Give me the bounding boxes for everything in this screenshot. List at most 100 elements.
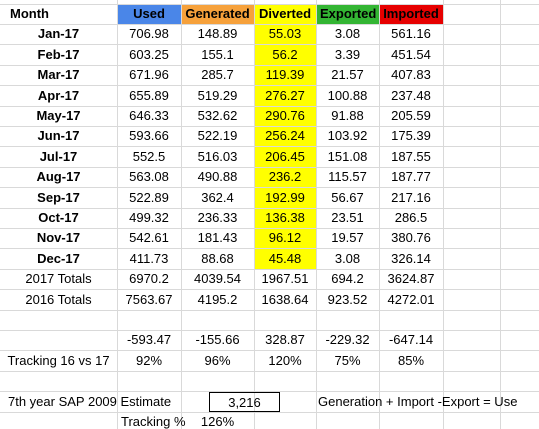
value-cell: 23.51 bbox=[331, 210, 364, 225]
totals-cell: 4195.2 bbox=[197, 291, 238, 307]
month-label: Sep-17 bbox=[37, 189, 80, 205]
tracking-cell: 120% bbox=[268, 352, 302, 368]
month-label: Dec-17 bbox=[37, 250, 80, 266]
grid-line bbox=[181, 0, 182, 429]
value-cell: 192.99 bbox=[265, 189, 305, 205]
month-label: Apr-17 bbox=[37, 87, 80, 103]
value-cell: 175.39 bbox=[391, 128, 431, 144]
grid-line bbox=[316, 0, 317, 429]
value-cell: 19.57 bbox=[331, 230, 364, 246]
grid-line bbox=[0, 309, 539, 311]
totals-label: 2017 Totals bbox=[25, 271, 92, 287]
month-label: Feb-17 bbox=[37, 46, 80, 62]
difference-cell: -155.66 bbox=[195, 332, 240, 348]
value-cell: 276.27 bbox=[265, 87, 305, 103]
difference-cell: -647.14 bbox=[388, 332, 434, 348]
value-cell: 362.4 bbox=[201, 189, 234, 205]
value-cell: 706.98 bbox=[129, 26, 169, 42]
value-cell: 181.43 bbox=[197, 230, 238, 246]
value-cell: 532.62 bbox=[197, 108, 238, 123]
grid-line bbox=[443, 0, 444, 429]
grid-line bbox=[0, 146, 539, 148]
difference-cell: -229.32 bbox=[325, 332, 370, 348]
grid-line bbox=[0, 44, 539, 46]
grid-line bbox=[0, 329, 539, 331]
header-fill bbox=[117, 4, 181, 25]
value-cell: 3.08 bbox=[334, 250, 361, 266]
value-cell: 56.2 bbox=[272, 46, 298, 62]
value-cell: 187.77 bbox=[391, 169, 431, 185]
totals-cell: 3624.87 bbox=[387, 271, 435, 287]
value-cell: 326.14 bbox=[391, 250, 431, 266]
tracking-cell: 96% bbox=[204, 352, 231, 368]
value-cell: 21.57 bbox=[331, 67, 364, 83]
value-cell: 103.92 bbox=[327, 128, 368, 144]
grid-line bbox=[0, 23, 539, 25]
tracking-percent-label: Tracking % bbox=[121, 414, 186, 429]
value-cell: 155.1 bbox=[201, 46, 234, 62]
header-fill bbox=[316, 4, 379, 25]
header-fill bbox=[181, 4, 254, 25]
value-cell: 217.16 bbox=[391, 189, 431, 205]
value-cell: 285.7 bbox=[201, 67, 234, 83]
month-label: Aug-17 bbox=[36, 169, 81, 185]
grid-line bbox=[0, 64, 539, 66]
grid-line bbox=[0, 166, 539, 168]
value-cell: 411.73 bbox=[129, 250, 169, 266]
value-cell: 91.88 bbox=[331, 108, 364, 123]
grid-line bbox=[0, 248, 539, 250]
value-cell: 593.66 bbox=[129, 128, 169, 144]
value-cell: 561.16 bbox=[391, 26, 431, 42]
grid-line bbox=[0, 207, 539, 209]
formula-note: Generation + Import -Export = Use bbox=[318, 393, 518, 409]
grid-line bbox=[0, 187, 539, 189]
month-label: May-17 bbox=[36, 108, 81, 123]
difference-cell: 328.87 bbox=[265, 332, 305, 348]
value-cell: 55.03 bbox=[268, 26, 302, 42]
value-cell: 522.19 bbox=[197, 128, 238, 144]
grid-line bbox=[0, 350, 539, 352]
tracking-cell: 92% bbox=[135, 352, 163, 368]
value-cell: 205.59 bbox=[391, 108, 431, 123]
grid-line bbox=[0, 3, 539, 5]
value-cell: 3.39 bbox=[334, 46, 361, 62]
value-cell: 3.08 bbox=[334, 26, 361, 42]
value-cell: 119.39 bbox=[265, 67, 305, 83]
grid-line bbox=[0, 411, 539, 413]
column-header: Diverted bbox=[258, 6, 312, 21]
value-cell: 603.25 bbox=[129, 46, 169, 62]
totals-label: 2016 Totals bbox=[25, 291, 92, 307]
grid-line bbox=[117, 0, 118, 429]
value-cell: 490.88 bbox=[197, 169, 238, 185]
value-cell: 519.29 bbox=[197, 87, 238, 103]
value-cell: 451.54 bbox=[391, 46, 431, 62]
totals-cell: 1967.51 bbox=[261, 271, 309, 287]
estimate-value: 3,216 bbox=[209, 391, 280, 412]
value-cell: 407.83 bbox=[391, 67, 431, 83]
value-cell: 290.76 bbox=[265, 108, 305, 123]
grid-line bbox=[0, 227, 539, 229]
column-header: Imported bbox=[383, 6, 439, 21]
totals-cell: 4039.54 bbox=[194, 271, 241, 287]
value-cell: 56.67 bbox=[331, 189, 364, 205]
difference-cell: -593.47 bbox=[126, 332, 172, 348]
month-label: Jan-17 bbox=[37, 26, 80, 42]
value-cell: 380.76 bbox=[391, 230, 431, 246]
value-cell: 522.89 bbox=[129, 189, 169, 205]
tracking-cell: 85% bbox=[397, 352, 425, 368]
value-cell: 286.5 bbox=[394, 210, 428, 225]
value-cell: 236.33 bbox=[197, 210, 238, 225]
value-cell: 516.03 bbox=[197, 148, 238, 164]
value-cell: 552.5 bbox=[132, 148, 166, 164]
value-cell: 671.96 bbox=[129, 67, 169, 83]
value-cell: 100.88 bbox=[327, 87, 368, 103]
grid-line bbox=[0, 268, 539, 270]
value-cell: 136.38 bbox=[265, 210, 305, 225]
value-cell: 148.89 bbox=[197, 26, 238, 42]
month-label: Mar-17 bbox=[37, 67, 80, 83]
grid-line bbox=[0, 85, 539, 87]
value-cell: 236.2 bbox=[268, 169, 302, 185]
totals-cell: 7563.67 bbox=[125, 291, 173, 307]
value-cell: 646.33 bbox=[129, 108, 169, 123]
